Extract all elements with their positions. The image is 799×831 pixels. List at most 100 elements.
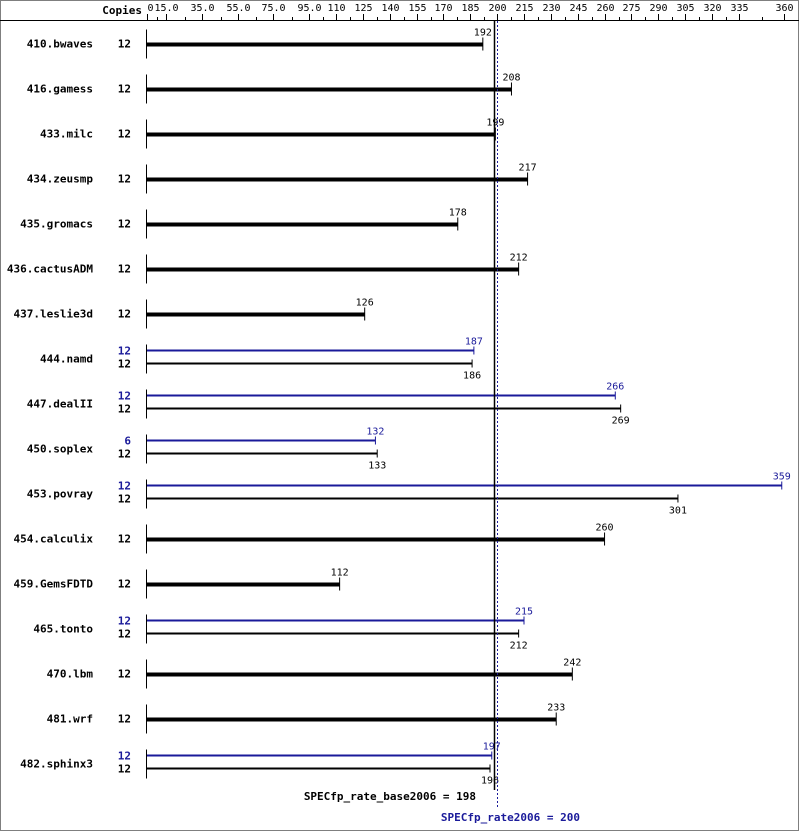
base-value-label: 192	[474, 28, 492, 39]
base-value-label: 199	[486, 118, 504, 129]
benchmark-row: 482.sphinx3 12 197 12 196	[20, 742, 501, 787]
base-value-label: 178	[449, 208, 467, 219]
benchmark-row: 416.gamess 12 208	[27, 73, 521, 104]
base-copies: 12	[118, 628, 131, 641]
benchmark-row: 470.lbm 12 242	[47, 658, 581, 689]
tick-label: 320	[703, 3, 721, 14]
benchmark-row: 459.GemsFDTD 12 112	[14, 568, 349, 599]
benchmark-name: 444.namd	[40, 353, 93, 366]
peak-value-label: 266	[606, 382, 624, 393]
tick-label: 0	[148, 3, 154, 14]
peak-copies: 12	[118, 480, 131, 493]
base-value-label: 126	[356, 298, 374, 309]
peak-copies: 12	[118, 390, 131, 403]
peak-value-label: 359	[773, 472, 791, 483]
benchmark-name: 433.milc	[40, 128, 93, 141]
benchmark-name: 454.calculix	[14, 533, 94, 546]
benchmark-row: 433.milc 12 199	[40, 118, 504, 149]
benchmark-rows: 410.bwaves 12 192 416.gamess 12 208 433.milc 12…	[7, 28, 791, 787]
benchmark-name: 435.gromacs	[20, 218, 93, 231]
benchmark-name: 436.cactusADM	[7, 263, 93, 276]
base-copies: 12	[118, 358, 131, 371]
base-value-label: 217	[519, 163, 537, 174]
benchmark-row: 454.calculix 12 260	[14, 523, 614, 554]
base-value-label: 269	[612, 416, 630, 427]
tick-label: 360	[775, 3, 793, 14]
benchmark-name: 447.dealII	[27, 398, 93, 411]
benchmark-name: 453.povray	[27, 488, 94, 501]
base-value-label: 242	[563, 658, 581, 669]
benchmark-name: 450.soplex	[27, 443, 94, 456]
base-copies: 12	[118, 218, 131, 231]
base-copies: 12	[118, 763, 131, 776]
benchmark-name: 459.GemsFDTD	[14, 578, 94, 591]
peak-copies: 12	[118, 615, 131, 628]
base-copies: 12	[118, 533, 131, 546]
tick-label: 110	[327, 3, 345, 14]
base-value-label: 112	[331, 568, 349, 579]
tick-label: 290	[649, 3, 667, 14]
base-copies: 12	[118, 668, 131, 681]
base-summary-label: SPECfp_rate_base2006 = 198	[304, 790, 476, 803]
benchmark-row: 447.dealII 12 266 12 269	[27, 382, 630, 427]
benchmark-row: 453.povray 12 359 12 301	[27, 472, 791, 517]
base-copies: 12	[118, 493, 131, 506]
base-value-label: 196	[481, 776, 499, 787]
base-value-label: 186	[463, 371, 481, 382]
tick-label: 35.0	[190, 3, 214, 14]
base-value-label: 208	[502, 73, 520, 84]
peak-value-label: 215	[515, 607, 533, 618]
tick-label: 75.0	[261, 3, 285, 14]
tick-label: 260	[596, 3, 614, 14]
base-copies: 12	[118, 263, 131, 276]
base-copies: 12	[118, 713, 131, 726]
base-value-label: 233	[547, 703, 565, 714]
benchmark-row: 434.zeusmp 12 217	[27, 163, 537, 194]
benchmark-name: 481.wrf	[47, 713, 93, 726]
tick-label: 185	[461, 3, 479, 14]
reference-lines: SPECfp_rate_base2006 = 198 SPECfp_rate200…	[304, 21, 580, 824]
base-value-label: 212	[510, 253, 528, 264]
tick-label: 15.0	[154, 3, 178, 14]
benchmark-row: 437.leslie3d 12 126	[14, 298, 374, 329]
tick-label: 125	[354, 3, 372, 14]
peak-copies: 12	[118, 345, 131, 358]
base-copies: 12	[118, 173, 131, 186]
peak-value-label: 187	[465, 337, 483, 348]
base-copies: 12	[118, 403, 131, 416]
benchmark-row: 481.wrf 12 233	[47, 703, 565, 734]
base-copies: 12	[118, 448, 131, 461]
tick-label: 155	[408, 3, 426, 14]
benchmark-row: 435.gromacs 12 178	[20, 208, 467, 239]
benchmark-name: 410.bwaves	[27, 38, 93, 51]
peak-copies: 6	[124, 435, 131, 448]
benchmark-name: 416.gamess	[27, 83, 93, 96]
tick-label: 170	[434, 3, 452, 14]
benchmark-row: 450.soplex 6 132 12 133	[27, 427, 386, 472]
tick-label: 55.0	[226, 3, 250, 14]
base-value-label: 301	[669, 506, 687, 517]
tick-label: 305	[676, 3, 694, 14]
tick-label: 245	[569, 3, 587, 14]
peak-copies: 12	[118, 750, 131, 763]
base-value-label: 260	[596, 523, 614, 534]
peak-value-label: 132	[366, 427, 384, 438]
tick-label: 230	[542, 3, 560, 14]
tick-label: 335	[730, 3, 748, 14]
tick-label: 95.0	[297, 3, 321, 14]
base-value-label: 133	[368, 461, 386, 472]
base-copies: 12	[118, 308, 131, 321]
peak-summary-label: SPECfp_rate2006 = 200	[441, 811, 580, 824]
base-copies: 12	[118, 83, 131, 96]
benchmark-row: 444.namd 12 187 12 186	[40, 337, 483, 382]
benchmark-row: 436.cactusADM 12 212	[7, 253, 528, 284]
benchmark-name: 437.leslie3d	[14, 308, 93, 321]
peak-value-label: 197	[483, 742, 501, 753]
tick-label: 200	[488, 3, 506, 14]
benchmark-name: 482.sphinx3	[20, 758, 93, 771]
base-copies: 12	[118, 38, 131, 51]
benchmark-name: 434.zeusmp	[27, 173, 94, 186]
base-value-label: 212	[510, 641, 528, 652]
